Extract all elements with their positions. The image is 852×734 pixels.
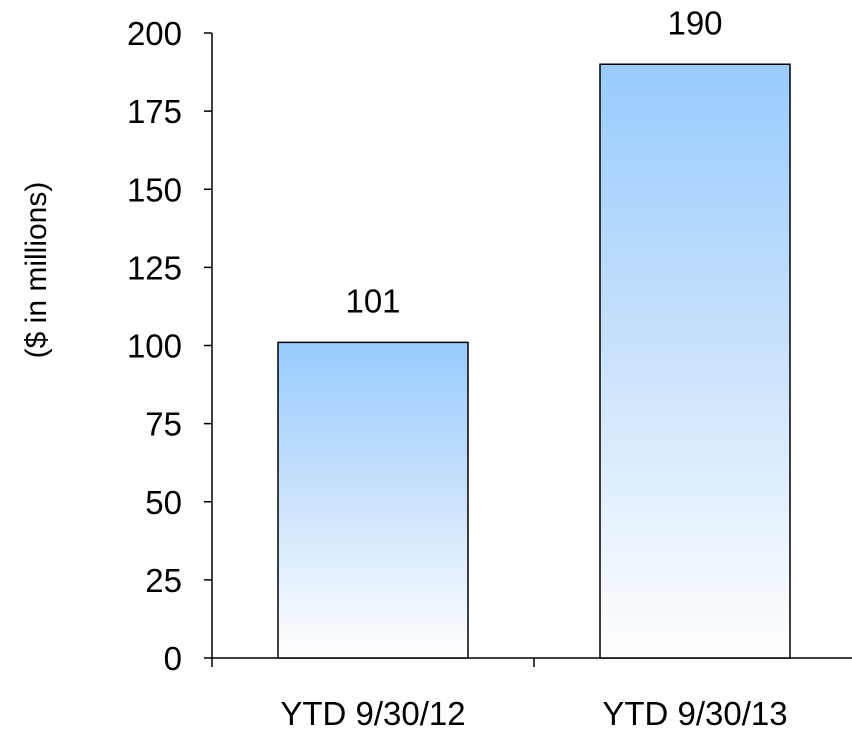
- y-axis: 0 25 50 75 100 125 150 175 200: [127, 15, 213, 677]
- x-axis: YTD 9/30/12 YTD 9/30/13: [211, 657, 852, 732]
- y-tick-label: 125: [127, 249, 182, 286]
- data-label: 190: [667, 4, 722, 41]
- bar: [599, 63, 791, 659]
- y-tick-label: 75: [145, 406, 182, 443]
- y-tick-label: 200: [127, 15, 182, 52]
- y-tick-label: 25: [145, 562, 182, 599]
- y-tick-label: 50: [145, 484, 182, 521]
- bar: [277, 341, 469, 659]
- y-tick-label: 175: [127, 93, 182, 130]
- data-label: 101: [345, 282, 400, 319]
- bars: 101 190: [277, 4, 791, 659]
- x-category-label: YTD 9/30/12: [280, 695, 465, 732]
- y-tick-label: 100: [127, 328, 182, 365]
- x-category-label: YTD 9/30/13: [602, 695, 787, 732]
- y-tick-label: 150: [127, 171, 182, 208]
- y-tick-label: 0: [164, 640, 182, 677]
- y-axis-title: ($ in millions): [20, 182, 53, 359]
